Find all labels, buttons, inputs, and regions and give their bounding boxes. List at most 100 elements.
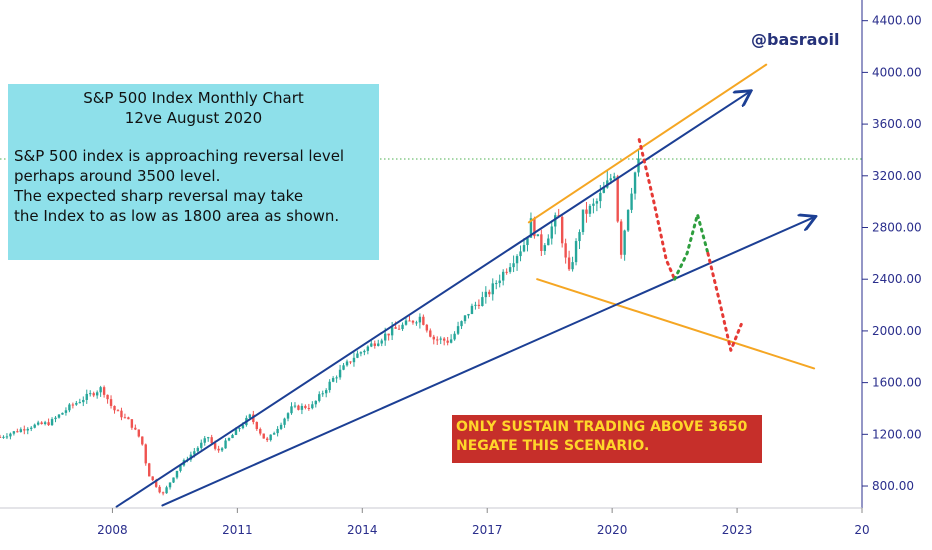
candle-body xyxy=(47,422,50,426)
candle-body xyxy=(415,322,418,324)
candle-body xyxy=(477,304,481,306)
candle-body xyxy=(425,324,429,331)
candle-body xyxy=(418,316,422,323)
info-box: S&P 500 Index Monthly Chart 12ve August … xyxy=(8,84,379,260)
candle-body xyxy=(366,346,370,351)
candle-body xyxy=(401,324,404,330)
info-body-line: the Index to as low as 1800 area as show… xyxy=(14,207,340,225)
candle-body xyxy=(95,392,99,396)
candle-body xyxy=(158,486,161,493)
candle-body xyxy=(165,487,168,494)
candle-body xyxy=(484,291,488,298)
info-body-line: S&P 500 index is approaching reversal le… xyxy=(14,147,345,165)
candle-body xyxy=(127,417,130,420)
candle-body xyxy=(33,424,36,428)
candle-body xyxy=(602,187,606,193)
candle-body xyxy=(356,353,359,358)
candle-body xyxy=(99,387,102,393)
price-tick-label: 3600.00 xyxy=(872,117,922,131)
candle-body xyxy=(5,436,9,438)
candle-body xyxy=(92,393,95,396)
candle-body xyxy=(397,328,401,330)
candle-body xyxy=(286,413,290,419)
candle-body xyxy=(387,333,390,336)
candle-body xyxy=(373,343,376,346)
lower-trend-arrow xyxy=(161,217,814,507)
candle-body xyxy=(134,427,137,430)
candle-body xyxy=(630,193,633,210)
price-axis[interactable]: 800.00 1200.00 1600.00 2000.00 2400.00 2800.0… xyxy=(862,14,922,493)
info-body: S&P 500 index is approaching reversal le… xyxy=(14,146,373,226)
price-tick-label: 4400.00 xyxy=(872,14,922,28)
candle-body xyxy=(446,340,449,343)
candle-body xyxy=(613,176,616,179)
candle-body xyxy=(307,407,311,409)
candle-body xyxy=(495,283,498,285)
warning-line-2: NEGATE THIS SCENARIO. xyxy=(456,438,650,454)
candle-body xyxy=(82,399,85,403)
candle-body xyxy=(370,343,373,347)
time-tick-label: 2014 xyxy=(347,523,378,537)
candle-body xyxy=(488,291,491,295)
candle-body xyxy=(113,405,116,411)
candle-body xyxy=(536,234,540,237)
candle-body xyxy=(453,333,456,340)
candle-body xyxy=(380,340,383,344)
candle-body xyxy=(61,412,64,415)
candle-body xyxy=(394,327,397,329)
candle-body xyxy=(12,431,16,434)
candle-body xyxy=(102,387,106,395)
author-watermark: @basraoil xyxy=(751,30,840,49)
time-tick-label: 2017 xyxy=(472,523,503,537)
candle-body xyxy=(179,465,182,471)
candle-body xyxy=(470,305,474,314)
candle-body xyxy=(200,442,203,448)
candle-body xyxy=(116,410,120,412)
candle-body xyxy=(474,304,477,306)
time-tick-label: 2011 xyxy=(222,523,253,537)
candle-body xyxy=(442,338,446,341)
candle-body xyxy=(501,271,505,281)
candle-body xyxy=(338,369,342,378)
candle-body xyxy=(78,402,82,404)
candle-body xyxy=(50,419,54,426)
candle-body xyxy=(293,405,297,407)
candle-body xyxy=(175,470,179,478)
price-tick-label: 1200.00 xyxy=(872,427,922,441)
candle-body xyxy=(269,434,272,441)
candle-body xyxy=(540,234,543,251)
warning-line-1: ONLY SUSTAIN TRADING ABOVE 3650 xyxy=(456,419,748,435)
price-tick-label: 1600.00 xyxy=(872,376,922,390)
candle-body xyxy=(526,237,529,246)
candle-body xyxy=(30,427,33,429)
time-axis[interactable]: 2008 2011 2014 2017 2020 2023 20 xyxy=(97,508,870,537)
candle-body xyxy=(567,257,571,270)
candle-body xyxy=(85,393,88,400)
candle-body xyxy=(522,245,526,252)
candle-body xyxy=(36,422,40,425)
candle-body xyxy=(633,172,637,194)
candle-body xyxy=(352,357,356,363)
candle-body xyxy=(262,433,265,439)
candle-body xyxy=(272,433,276,435)
candle-body xyxy=(588,205,592,214)
projection-final-decline-path xyxy=(706,251,743,352)
candle-body xyxy=(75,402,78,405)
candle-body xyxy=(328,381,331,391)
candle-body xyxy=(16,431,19,433)
candle-body xyxy=(57,414,61,418)
candle-body xyxy=(429,330,432,337)
candle-body xyxy=(529,218,533,238)
candle-body xyxy=(609,178,612,181)
candle-body xyxy=(383,333,387,341)
candle-body xyxy=(491,283,494,295)
candle-body xyxy=(68,404,71,411)
candle-body xyxy=(463,315,467,322)
candle-body xyxy=(259,429,262,434)
candle-body xyxy=(460,321,463,327)
candle-body xyxy=(533,218,536,237)
candle-body xyxy=(599,192,602,202)
candlestick-series xyxy=(0,148,640,496)
candle-body xyxy=(436,339,439,341)
